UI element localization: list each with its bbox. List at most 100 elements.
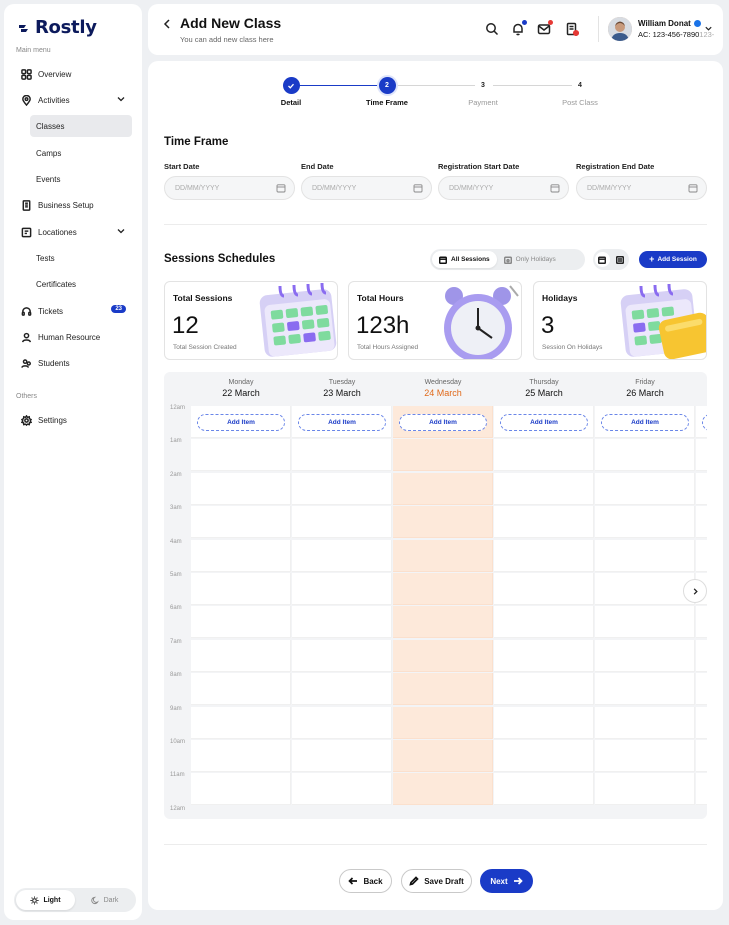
time-slot[interactable]: [292, 573, 392, 605]
time-slot[interactable]: [696, 606, 707, 639]
time-slot[interactable]: [696, 406, 707, 438]
sidebar-item-events[interactable]: Events: [36, 174, 61, 184]
theme-light-option[interactable]: Light: [16, 890, 75, 910]
time-slot[interactable]: [393, 539, 493, 572]
time-slot[interactable]: [595, 639, 695, 672]
time-slot[interactable]: [696, 673, 707, 706]
time-slot[interactable]: [393, 606, 493, 639]
registration-start-field[interactable]: DD/MM/YYYY: [438, 176, 569, 200]
add-item-button[interactable]: Add Item: [197, 414, 285, 431]
time-slot[interactable]: [494, 539, 594, 572]
time-slot[interactable]: [595, 472, 695, 505]
time-slot[interactable]: [696, 506, 707, 539]
time-slot[interactable]: [393, 673, 493, 706]
time-slot[interactable]: [292, 606, 392, 639]
time-slot[interactable]: [292, 773, 392, 806]
add-session-button[interactable]: + Add Session: [639, 251, 707, 268]
list-view-button[interactable]: [613, 252, 628, 267]
avatar[interactable]: [608, 17, 632, 41]
add-item-button[interactable]: Add Item: [298, 414, 386, 431]
step-payment[interactable]: 3 Payment: [453, 77, 513, 107]
sidebar-item-classes[interactable]: Classes: [30, 115, 132, 137]
time-slot[interactable]: [393, 472, 493, 505]
time-slot[interactable]: [494, 773, 594, 806]
time-slot[interactable]: [191, 673, 291, 706]
time-slot[interactable]: [191, 639, 291, 672]
time-slot[interactable]: [191, 773, 291, 806]
time-slot[interactable]: [696, 472, 707, 505]
step-time-frame[interactable]: 2 Time Frame: [357, 77, 417, 107]
time-slot[interactable]: [292, 539, 392, 572]
save-draft-button[interactable]: Save Draft: [401, 869, 472, 893]
time-slot[interactable]: [393, 639, 493, 672]
search-button[interactable]: [485, 22, 499, 36]
brand-logo[interactable]: Rostly: [18, 17, 97, 38]
sidebar-item-human-resource[interactable]: Human Resource: [20, 326, 132, 348]
filter-only-holidays[interactable]: Only Holidays: [497, 251, 563, 268]
sidebar-item-overview[interactable]: Overview: [20, 63, 132, 85]
time-slot[interactable]: [696, 439, 707, 472]
time-slot[interactable]: [393, 506, 493, 539]
time-slot[interactable]: [595, 706, 695, 739]
time-slot[interactable]: [292, 673, 392, 706]
time-slot[interactable]: [494, 639, 594, 672]
theme-dark-option[interactable]: Dark: [75, 890, 134, 910]
time-slot[interactable]: [595, 539, 695, 572]
time-slot[interactable]: [191, 439, 291, 472]
time-slot[interactable]: [191, 506, 291, 539]
time-slot[interactable]: [494, 673, 594, 706]
back-chevron-icon[interactable]: [162, 18, 172, 30]
sidebar-item-students[interactable]: Students: [20, 352, 132, 374]
time-slot[interactable]: [393, 773, 493, 806]
time-slot[interactable]: [595, 573, 695, 605]
time-slot[interactable]: [191, 573, 291, 605]
time-slot[interactable]: [191, 539, 291, 572]
time-slot[interactable]: [595, 606, 695, 639]
filter-all-sessions[interactable]: All Sessions: [432, 251, 497, 268]
time-slot[interactable]: [696, 639, 707, 672]
sidebar-item-camps[interactable]: Camps: [36, 148, 62, 158]
add-item-button[interactable]: Add Item: [399, 414, 487, 431]
time-slot[interactable]: [393, 439, 493, 472]
end-date-field[interactable]: DD/MM/YYYY: [301, 176, 432, 200]
back-button[interactable]: Back: [339, 869, 392, 893]
time-slot[interactable]: [595, 673, 695, 706]
time-slot[interactable]: [191, 606, 291, 639]
reports-button[interactable]: [565, 22, 580, 37]
time-slot[interactable]: [696, 539, 707, 572]
time-slot[interactable]: [595, 740, 695, 772]
time-slot[interactable]: [494, 506, 594, 539]
next-button[interactable]: Next: [480, 869, 533, 893]
notifications-button[interactable]: [511, 20, 527, 36]
sidebar-item-certificates[interactable]: Certificates: [36, 279, 77, 289]
chevron-down-icon[interactable]: [704, 24, 713, 33]
time-slot[interactable]: [595, 439, 695, 472]
next-week-button[interactable]: [683, 579, 707, 603]
time-slot[interactable]: [595, 506, 695, 539]
time-slot[interactable]: [595, 773, 695, 806]
time-slot[interactable]: [191, 740, 291, 772]
time-slot[interactable]: [696, 706, 707, 739]
time-slot[interactable]: [191, 706, 291, 739]
sidebar-item-business-setup[interactable]: Business Setup: [20, 194, 132, 216]
step-post-class[interactable]: 4 Post Class: [550, 77, 610, 107]
time-slot[interactable]: [393, 573, 493, 605]
time-slot[interactable]: [292, 439, 392, 472]
time-slot[interactable]: [292, 639, 392, 672]
registration-end-field[interactable]: DD/MM/YYYY: [576, 176, 707, 200]
time-slot[interactable]: [191, 472, 291, 505]
time-slot[interactable]: [696, 773, 707, 806]
step-detail[interactable]: Detail: [261, 77, 321, 107]
time-slot[interactable]: [494, 740, 594, 772]
time-slot[interactable]: [292, 706, 392, 739]
sidebar-item-activities[interactable]: Activities: [20, 89, 132, 111]
calendar-view-button[interactable]: [594, 252, 610, 267]
time-slot[interactable]: [494, 606, 594, 639]
time-slot[interactable]: [292, 472, 392, 505]
messages-button[interactable]: [537, 20, 553, 36]
time-slot[interactable]: [696, 740, 707, 772]
add-item-button[interactable]: Add Item: [500, 414, 588, 431]
sidebar-item-tests[interactable]: Tests: [36, 253, 55, 263]
add-item-button[interactable]: Add Item: [601, 414, 689, 431]
start-date-field[interactable]: DD/MM/YYYY: [164, 176, 295, 200]
